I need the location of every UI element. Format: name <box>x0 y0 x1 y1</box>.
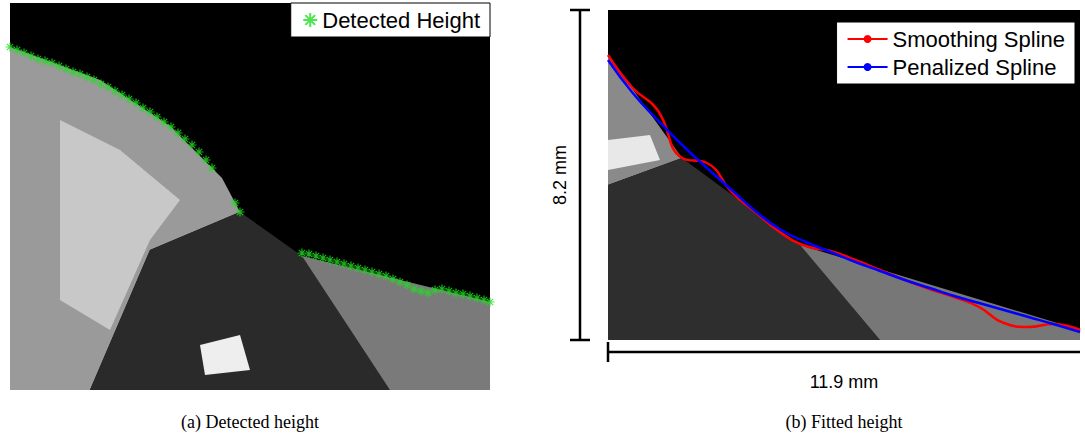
svg-text:(b) Fitted height: (b) Fitted height <box>786 412 903 433</box>
svg-text:Detected Height: Detected Height <box>322 8 480 33</box>
svg-text:11.9 mm: 11.9 mm <box>810 372 879 392</box>
svg-text:Smoothing Spline: Smoothing Spline <box>893 27 1065 52</box>
svg-text:(a) Detected height: (a) Detected height <box>181 412 319 433</box>
svg-text:8.2 mm: 8.2 mm <box>550 145 570 205</box>
svg-text:Penalized Spline: Penalized Spline <box>893 55 1057 80</box>
